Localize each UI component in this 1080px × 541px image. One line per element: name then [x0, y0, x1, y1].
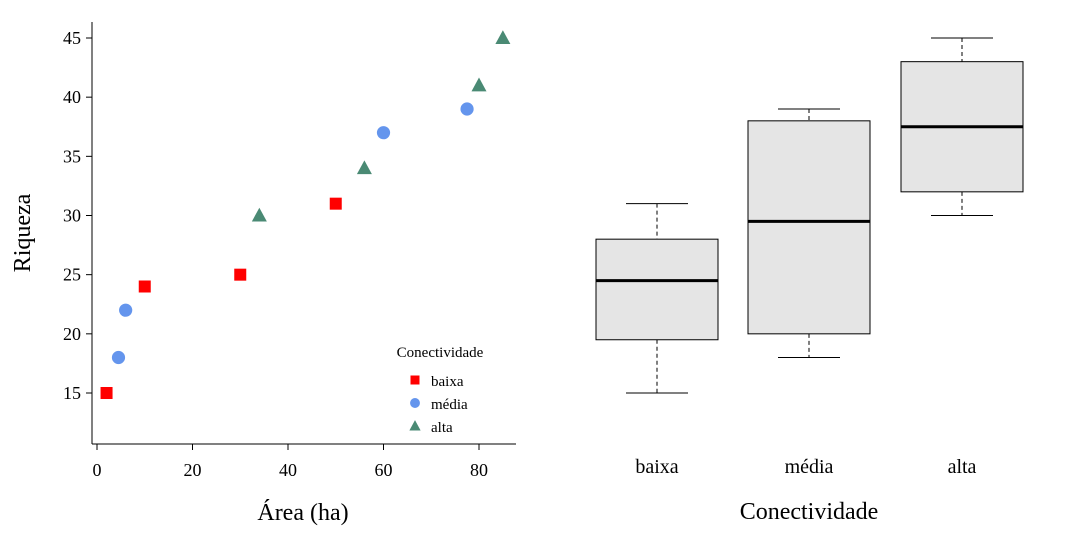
- scatter-panel: 15 20 25 30 35 40 45 0 20 40 60 80 Área (ha) Riqueza C…: [10, 22, 516, 526]
- y-axis-label: Riqueza: [10, 193, 36, 272]
- x-tick-label: 0: [93, 460, 102, 480]
- data-point-baixa: [100, 387, 113, 399]
- x-tick-label: 20: [184, 460, 202, 480]
- y-tick-label: 25: [63, 265, 81, 285]
- category-label: baixa: [635, 456, 678, 478]
- data-point-alta: [356, 160, 372, 175]
- data-point-baixa: [138, 280, 151, 293]
- y-tick-label: 35: [63, 146, 81, 166]
- data-point-média: [119, 303, 133, 317]
- y-tick-label: 45: [63, 28, 81, 48]
- x-tick-label: 80: [470, 460, 488, 480]
- data-point-alta: [471, 77, 487, 92]
- box-baixa: [595, 238, 719, 341]
- x-tick-label: 60: [375, 460, 393, 480]
- data-point-baixa: [329, 197, 342, 210]
- data-point-média: [111, 350, 126, 365]
- legend-label: baixa: [431, 374, 464, 390]
- legend-title: Conectividade: [397, 345, 484, 361]
- data-point-média: [460, 102, 474, 116]
- data-point-alta: [251, 207, 267, 222]
- x-tick-label: 40: [279, 460, 297, 480]
- box-média: [747, 120, 871, 335]
- legend-marker-média: [410, 398, 420, 408]
- x-axis-label: Conectividade: [740, 499, 879, 525]
- legend-marker-baixa: [410, 375, 420, 385]
- category-label: média: [785, 456, 834, 478]
- legend-marker-alta: [409, 420, 421, 431]
- y-tick-label: 20: [63, 324, 81, 344]
- boxplot-panel: baixa média alta Conectividade: [595, 37, 1024, 525]
- legend-label: média: [431, 397, 468, 413]
- data-point-baixa: [234, 268, 247, 281]
- y-tick-label: 40: [63, 87, 81, 107]
- data-point-alta: [495, 30, 511, 44]
- data-point-média: [376, 126, 391, 140]
- y-tick-label: 30: [63, 206, 81, 226]
- legend-label: alta: [431, 420, 453, 436]
- category-label: alta: [948, 456, 977, 478]
- x-axis-label: Área (ha): [257, 500, 348, 526]
- y-tick-label: 15: [63, 383, 81, 403]
